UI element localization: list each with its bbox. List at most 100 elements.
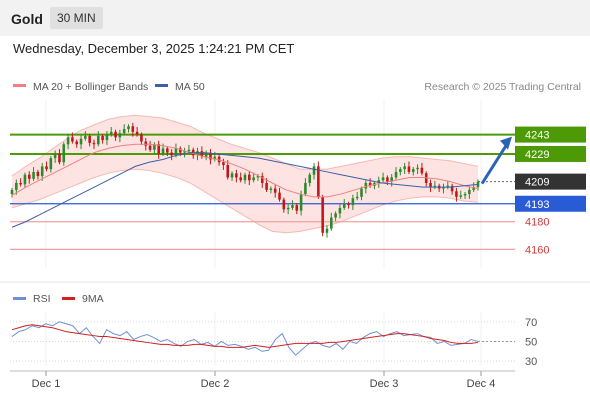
candle-body: [166, 148, 169, 153]
candle-body: [291, 205, 294, 208]
level-tag-label: 4180: [525, 217, 549, 229]
candle-body: [330, 217, 333, 229]
legend-ma50-swatch: [155, 84, 168, 87]
candle-body: [468, 189, 471, 195]
candle-body: [27, 174, 31, 179]
candles: [10, 122, 480, 238]
candle-body: [32, 171, 35, 179]
level-tag-label: 4209: [525, 177, 549, 189]
candle-body: [235, 173, 238, 178]
candle-body: [36, 171, 40, 177]
candle-body: [75, 141, 79, 145]
candle-body: [342, 203, 346, 208]
candle-body: [256, 176, 260, 178]
x-tick-label: Dec 1: [32, 378, 61, 390]
candle-body: [148, 145, 152, 150]
price-levels: [10, 133, 515, 250]
candle-body: [230, 173, 234, 178]
legend-bollinger-label: MA 20 + Bollinger Bands: [33, 81, 148, 93]
candle-body: [347, 203, 350, 206]
candle-body: [416, 167, 419, 170]
candle-body: [407, 166, 411, 172]
rsi-lines: [11, 321, 515, 356]
candle-body: [429, 183, 432, 188]
legend-rsi-ma-label: 9MA: [82, 293, 104, 305]
ma50-line: [11, 152, 479, 228]
candle-body: [62, 144, 66, 163]
candle-body: [446, 185, 450, 188]
candle-body: [105, 134, 109, 141]
candle-body: [269, 188, 273, 190]
candle-body: [351, 198, 355, 206]
candle-body: [381, 177, 385, 181]
legend-rsi-label: RSI: [33, 293, 51, 305]
candle-body: [122, 129, 126, 134]
symbol-name: Gold: [11, 11, 43, 27]
x-tick-label: Dec 4: [467, 378, 496, 390]
candle-body: [213, 156, 217, 160]
level-tag-label: 4243: [525, 130, 549, 142]
candle-body: [433, 185, 437, 188]
ma20-line: [11, 143, 479, 198]
moving-averages: [11, 143, 479, 228]
candle-body: [79, 138, 83, 145]
candle-body: [420, 167, 424, 174]
candle-body: [248, 174, 251, 181]
forecast-arrow: [480, 136, 512, 185]
legend-bollinger-swatch: [13, 84, 26, 87]
candle-body: [334, 213, 337, 218]
candle-body: [299, 194, 303, 211]
candle-body: [101, 135, 104, 141]
level-tag-box: [515, 173, 586, 190]
candle-body: [278, 192, 281, 200]
candle-body: [209, 152, 212, 160]
candle-body: [321, 196, 324, 233]
candle-body: [84, 135, 87, 139]
candle-body: [196, 151, 199, 156]
level-tags: 4243 4229 4209 4193 4180 4160: [515, 126, 586, 256]
candle-body: [92, 142, 96, 145]
level-tag-label: 4160: [525, 244, 549, 256]
chart-header: Gold 30 MIN: [0, 0, 590, 36]
rsi-grid: 70 50 30: [10, 312, 537, 368]
candle-body: [127, 126, 130, 130]
legend-ma50-label: MA 50: [175, 81, 205, 93]
candle-body: [58, 153, 61, 163]
candle-body: [49, 158, 53, 170]
candle-body: [377, 180, 381, 183]
candle-body: [140, 134, 143, 142]
candle-body: [144, 141, 148, 146]
candle-body: [222, 162, 225, 166]
candle-body: [53, 153, 57, 159]
candle-body: [88, 135, 91, 143]
candle-body: [282, 199, 286, 210]
candle-body: [23, 174, 27, 185]
candle-body: [390, 177, 393, 182]
timeframe-badge[interactable]: 30 MIN: [50, 7, 103, 29]
candle-body: [40, 166, 44, 177]
candle-body: [304, 183, 307, 195]
candle-body: [364, 183, 368, 189]
legend-rsi-swatch: [13, 297, 26, 300]
candle-body: [170, 152, 173, 156]
candle-body: [187, 149, 191, 152]
candle-body: [19, 183, 22, 185]
candle-body: [325, 228, 329, 233]
candle-body: [45, 166, 48, 170]
candle-body: [312, 166, 316, 175]
rsi-tick-label: 50: [525, 336, 537, 348]
candle-body: [183, 151, 186, 153]
candle-body: [109, 131, 113, 135]
candle-body: [368, 183, 372, 186]
candle-body: [66, 137, 70, 145]
forecast-arrow-head: [500, 136, 512, 150]
candle-body: [15, 183, 18, 190]
candle-body: [161, 148, 165, 154]
rsi-ma-line: [11, 324, 479, 348]
chart-datetime: Wednesday, December 3, 2025 1:24:21 PM C…: [13, 41, 295, 56]
candle-body: [455, 191, 458, 197]
candle-body: [442, 187, 445, 189]
level-tag-label: 4229: [525, 149, 549, 161]
candle-body: [450, 185, 454, 192]
